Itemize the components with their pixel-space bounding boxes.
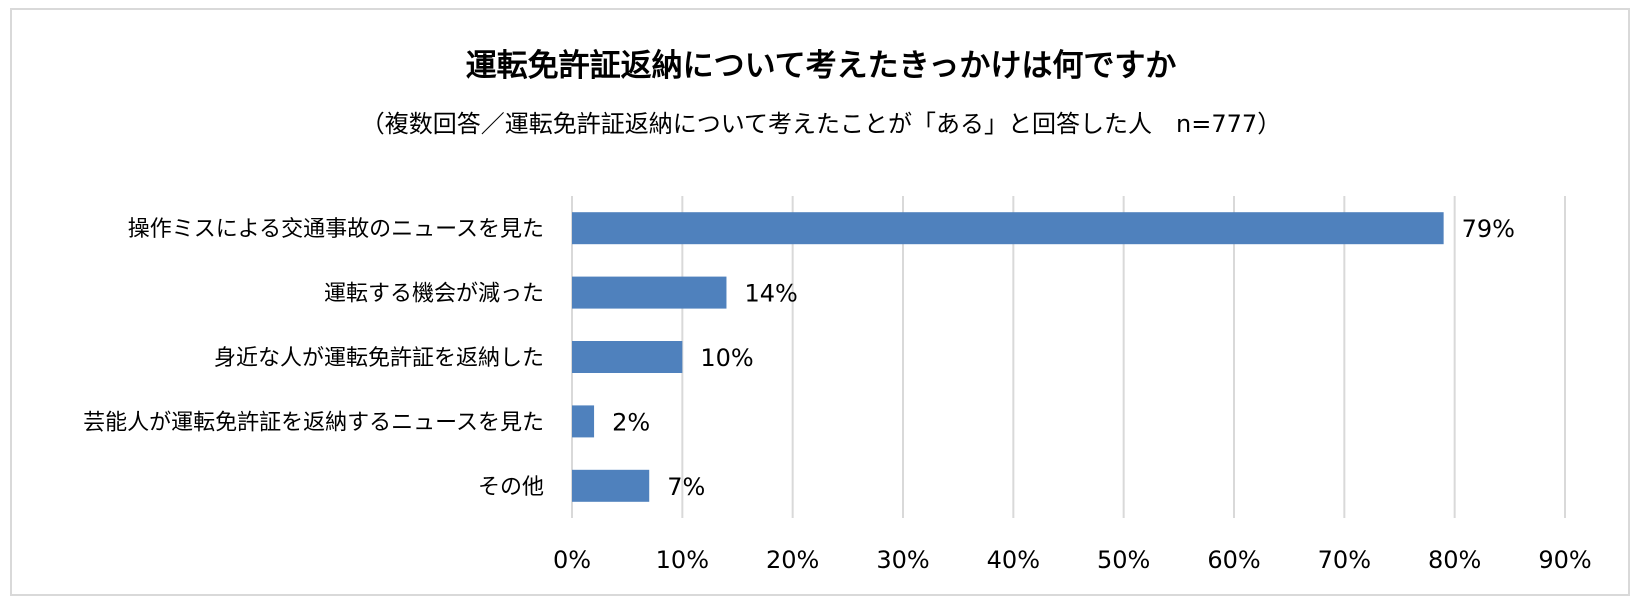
x-tick-label: 90% (1538, 546, 1591, 574)
x-axis-tick-labels: 0% 10% 20% 30% 40% 50% 60% 70% 80% 90% (553, 546, 1592, 574)
x-tick-label: 60% (1207, 546, 1260, 574)
category-label: 操作ミスによる交通事故のニュースを見た (128, 217, 544, 242)
bar (572, 469, 650, 502)
bar (572, 405, 595, 438)
category-label: その他 (478, 475, 544, 500)
chart-subtitle: （複数回答／運転免許証返納について考えたことが「ある」と回答した人 n=777） (360, 110, 1282, 138)
category-labels: 操作ミスによる交通事故のニュースを見た運転する機会が減った身近な人が運転免許証を… (83, 217, 544, 500)
category-label: 身近な人が運転免許証を返納した (214, 346, 544, 371)
data-label: 2% (612, 408, 650, 436)
bar (572, 341, 683, 373)
chart-frame (10, 8, 1630, 596)
x-tick-label: 70% (1318, 546, 1371, 574)
chart-title: 運転免許証返納について考えたきっかけは何ですか (465, 48, 1177, 84)
x-tick-label: 40% (987, 546, 1040, 574)
x-tick-label: 50% (1097, 546, 1150, 574)
x-tick-label: 80% (1428, 546, 1481, 574)
bar (572, 212, 1444, 245)
category-label: 芸能人が運転免許証を返納するニュースを見た (83, 410, 544, 435)
x-tick-label: 20% (766, 546, 819, 574)
bars (572, 212, 1444, 502)
gridlines (571, 196, 1566, 518)
category-label: 運転する機会が減った (324, 282, 544, 307)
data-labels: 79% 14% 10% 2% 7% (612, 215, 1515, 501)
data-label: 79% (1462, 215, 1515, 243)
x-tick-label: 30% (876, 546, 929, 574)
data-label: 14% (744, 280, 797, 308)
data-label: 7% (667, 473, 705, 501)
bar (572, 276, 727, 309)
x-tick-label: 10% (656, 546, 709, 574)
data-label: 10% (700, 344, 753, 372)
x-tick-label: 0% (553, 546, 591, 574)
